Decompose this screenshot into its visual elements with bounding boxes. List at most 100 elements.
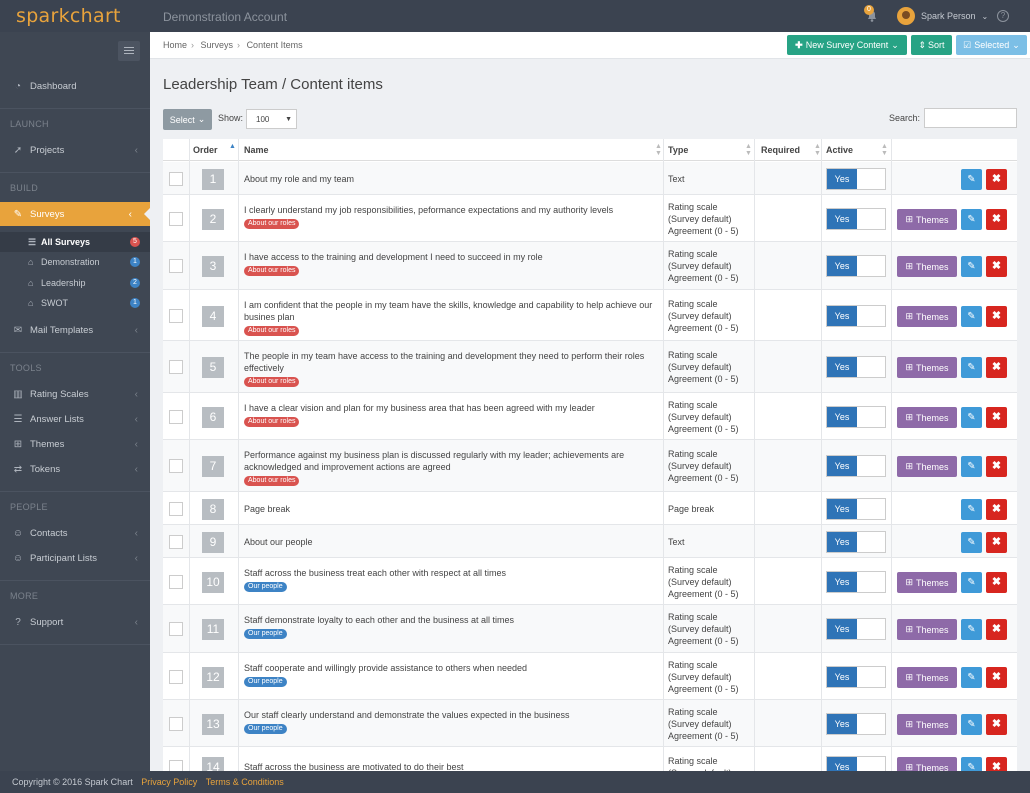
breadcrumb-surveys[interactable]: Surveys [200,40,234,50]
sidebar-item-projects[interactable]: ➚ Projects ‹ [0,138,150,162]
select-dropdown-button[interactable]: Select ⌄ [163,109,212,130]
sort-button[interactable]: ⇕ Sort [911,35,952,55]
themes-button[interactable]: ⊞ Themes [897,667,957,688]
active-toggle[interactable]: Yes [826,531,886,553]
edit-button[interactable]: ✎ [961,572,982,593]
row-checkbox[interactable] [169,360,183,374]
order-handle[interactable]: 4 [202,306,224,327]
app-logo[interactable]: sparkchart [16,5,121,27]
row-checkbox[interactable] [169,575,183,589]
user-menu[interactable]: Spark Person ⌄ [897,7,988,25]
edit-button[interactable]: ✎ [961,256,982,277]
delete-button[interactable]: ✖ [986,407,1007,428]
row-checkbox[interactable] [169,622,183,636]
order-handle[interactable]: 5 [202,357,224,378]
active-toggle[interactable]: Yes [826,498,886,520]
order-handle[interactable]: 7 [202,456,224,477]
delete-button[interactable]: ✖ [986,357,1007,378]
active-toggle[interactable]: Yes [826,455,886,477]
order-handle[interactable]: 9 [202,532,224,553]
edit-button[interactable]: ✎ [961,306,982,327]
order-handle[interactable]: 1 [202,169,224,190]
order-handle[interactable]: 10 [202,572,224,593]
breadcrumb-home[interactable]: Home [163,40,188,50]
header-active[interactable]: Active [826,145,854,155]
active-toggle[interactable]: Yes [826,618,886,640]
active-toggle[interactable]: Yes [826,406,886,428]
active-toggle[interactable]: Yes [826,305,886,327]
delete-button[interactable]: ✖ [986,619,1007,640]
edit-button[interactable]: ✎ [961,619,982,640]
sidebar-item-mail-templates[interactable]: ✉ Mail Templates ‹ [0,318,150,342]
sidebar-item-participant-lists[interactable]: ☺ Participant Lists ‹ [0,546,150,570]
delete-button[interactable]: ✖ [986,209,1007,230]
sidebar-sub-demonstration[interactable]: ⌂ Demonstration 1 [0,252,150,272]
help-icon[interactable]: ? [997,10,1009,22]
themes-button[interactable]: ⊞ Themes [897,714,957,735]
order-handle[interactable]: 3 [202,256,224,277]
active-toggle[interactable]: Yes [826,168,886,190]
edit-button[interactable]: ✎ [961,169,982,190]
row-checkbox[interactable] [169,309,183,323]
terms-link[interactable]: Terms & Conditions [205,777,284,787]
order-handle[interactable]: 8 [202,499,224,520]
row-checkbox[interactable] [169,212,183,226]
delete-button[interactable]: ✖ [986,714,1007,735]
delete-button[interactable]: ✖ [986,306,1007,327]
active-toggle[interactable]: Yes [826,356,886,378]
edit-button[interactable]: ✎ [961,499,982,520]
edit-button[interactable]: ✎ [961,407,982,428]
selected-actions-button[interactable]: ☑ Selected ⌄ [956,35,1027,55]
header-name[interactable]: Name [244,145,269,155]
page-size-select[interactable]: 100 ▼ [246,109,297,129]
row-checkbox[interactable] [169,459,183,473]
new-survey-content-button[interactable]: ✚ New Survey Content ⌄ [787,35,907,55]
delete-button[interactable]: ✖ [986,667,1007,688]
edit-button[interactable]: ✎ [961,209,982,230]
row-checkbox[interactable] [169,502,183,516]
header-required[interactable]: Required [761,145,801,155]
order-handle[interactable]: 6 [202,407,224,428]
active-toggle[interactable]: Yes [826,666,886,688]
delete-button[interactable]: ✖ [986,456,1007,477]
active-toggle[interactable]: Yes [826,208,886,230]
sidebar-item-themes[interactable]: ⊞ Themes ‹ [0,432,150,456]
active-toggle[interactable]: Yes [826,571,886,593]
themes-button[interactable]: ⊞ Themes [897,456,957,477]
sidebar-item-answer-lists[interactable]: ☰ Answer Lists ‹ [0,407,150,431]
search-input[interactable] [924,108,1017,128]
sidebar-item-support[interactable]: ? Support ‹ [0,610,150,634]
delete-button[interactable]: ✖ [986,169,1007,190]
privacy-policy-link[interactable]: Privacy Policy [141,777,198,787]
delete-button[interactable]: ✖ [986,499,1007,520]
sidebar-sub-swot[interactable]: ⌂ SWOT 1 [0,293,150,313]
edit-button[interactable]: ✎ [961,714,982,735]
active-toggle[interactable]: Yes [826,255,886,277]
themes-button[interactable]: ⊞ Themes [897,256,957,277]
header-order[interactable]: Order [193,145,218,155]
row-checkbox[interactable] [169,259,183,273]
row-checkbox[interactable] [169,172,183,186]
active-toggle[interactable]: Yes [826,713,886,735]
order-handle[interactable]: 2 [202,209,224,230]
row-checkbox[interactable] [169,717,183,731]
edit-button[interactable]: ✎ [961,532,982,553]
themes-button[interactable]: ⊞ Themes [897,357,957,378]
themes-button[interactable]: ⊞ Themes [897,306,957,327]
sidebar-item-dashboard[interactable]: ◔ Dashboard [0,74,150,98]
sidebar-sub-leadership[interactable]: ⌂ Leadership 2 [0,273,150,293]
sidebar-item-surveys[interactable]: ✎ Surveys ‹ [0,202,150,226]
row-checkbox[interactable] [169,670,183,684]
themes-button[interactable]: ⊞ Themes [897,209,957,230]
sidebar-sub-all-surveys[interactable]: ☰ All Surveys 5 [0,232,150,252]
menu-toggle-icon[interactable] [118,41,140,61]
order-handle[interactable]: 12 [202,667,224,688]
account-name[interactable]: Demonstration Account [163,10,288,24]
header-type[interactable]: Type [668,145,689,155]
row-checkbox[interactable] [169,535,183,549]
order-handle[interactable]: 11 [202,619,224,640]
edit-button[interactable]: ✎ [961,456,982,477]
themes-button[interactable]: ⊞ Themes [897,572,957,593]
edit-button[interactable]: ✎ [961,357,982,378]
delete-button[interactable]: ✖ [986,572,1007,593]
